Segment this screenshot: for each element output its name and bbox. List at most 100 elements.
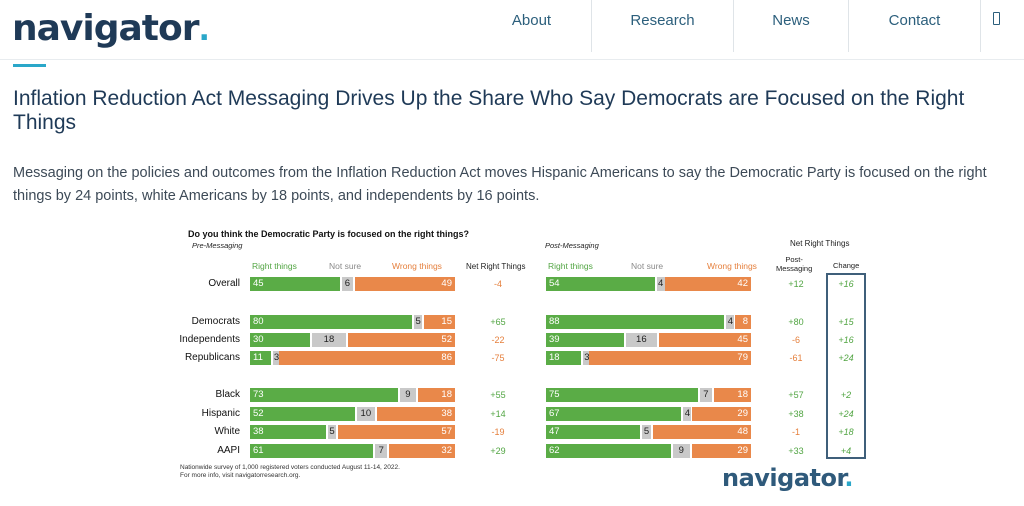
post-wrong-things-bar: 18 xyxy=(714,388,751,402)
pre-not-sure-bar: 5 xyxy=(327,425,337,439)
pre-bar-row: 61 7 32 xyxy=(250,444,455,458)
pre-net-value: +29 xyxy=(490,446,506,456)
change-value: +4 xyxy=(840,446,852,456)
post-bar-row: 47 5 48 xyxy=(546,425,751,439)
post-right-things-bar: 75 xyxy=(546,388,698,402)
post-not-sure-bar: 9 xyxy=(673,444,690,458)
post-right-things-bar: 47 xyxy=(546,425,641,439)
pre-net-value: -19 xyxy=(491,427,505,437)
pre-bar-row: 80 5 15 xyxy=(250,315,455,329)
change-col-header: Change xyxy=(833,261,860,270)
post-right-things-bar: 39 xyxy=(546,333,624,347)
post-not-sure-bar: 4 xyxy=(656,277,665,291)
row-label: Democrats xyxy=(191,316,240,327)
post-bar-row: 88 4 8 xyxy=(546,315,751,329)
pre-right-things-bar: 61 xyxy=(250,444,374,458)
post-net-value: +38 xyxy=(788,409,804,419)
pre-net-value: -4 xyxy=(493,279,502,289)
pre-bar-row: 11 3 86 xyxy=(250,351,455,365)
pre-col-wrong-things: Wrong things xyxy=(392,261,442,271)
menu-icon[interactable] xyxy=(981,0,1011,52)
post-messaging-label: Post-Messaging xyxy=(545,241,599,250)
post-not-sure-bar: 5 xyxy=(642,425,651,439)
pre-not-sure-bar: 9 xyxy=(399,388,417,402)
pre-net-value: +55 xyxy=(490,390,506,400)
pre-right-things-bar: 11 xyxy=(250,351,271,365)
post-wrong-things-bar: 29 xyxy=(691,444,751,458)
post-net-value: -1 xyxy=(791,427,800,437)
pre-right-things-bar: 45 xyxy=(250,277,341,291)
post-bar-row: 67 4 29 xyxy=(546,407,751,421)
change-value: +18 xyxy=(838,427,854,437)
row-label: White xyxy=(214,426,240,437)
pre-right-things-bar: 52 xyxy=(250,407,355,421)
pre-bar-row: 30 18 52 xyxy=(250,333,455,347)
post-col-net: Post- Messaging xyxy=(776,255,813,273)
change-value: +24 xyxy=(838,353,854,363)
pre-wrong-things-bar: 52 xyxy=(348,333,455,347)
pre-not-sure-bar: 6 xyxy=(342,277,353,291)
post-net-value: -6 xyxy=(791,335,800,345)
pre-col-right-things: Right things xyxy=(252,261,297,271)
post-net-value: +12 xyxy=(788,279,804,289)
nav-news[interactable]: News xyxy=(734,0,849,52)
post-col-not-sure: Not sure xyxy=(631,261,664,271)
pre-wrong-things-bar: 49 xyxy=(354,277,455,291)
post-wrong-things-bar: 48 xyxy=(652,425,751,439)
pre-right-things-bar: 73 xyxy=(250,388,398,402)
pre-bar-row: 52 10 38 xyxy=(250,407,455,421)
post-not-sure-bar: 7 xyxy=(699,388,713,402)
change-value: +2 xyxy=(840,390,852,400)
pre-net-value: +65 xyxy=(490,317,506,327)
chart-logo: navigator. xyxy=(722,464,854,492)
post-net-value: +33 xyxy=(788,446,804,456)
pre-wrong-things-bar: 38 xyxy=(377,407,455,421)
chart-footnote-survey: Nationwide survey of 1,000 registered vo… xyxy=(180,464,400,471)
post-bar-row: 39 16 45 xyxy=(546,333,751,347)
post-not-sure-bar: 16 xyxy=(625,333,657,347)
post-right-things-bar: 88 xyxy=(546,315,725,329)
change-value: +24 xyxy=(838,409,854,419)
pre-not-sure-bar: 3 xyxy=(272,351,281,365)
post-net-value: +57 xyxy=(788,390,804,400)
nav-about[interactable]: About xyxy=(472,0,592,52)
post-wrong-things-bar: 45 xyxy=(658,333,751,347)
net-right-things-group-header: Net Right Things xyxy=(790,239,850,248)
post-right-things-bar: 18 xyxy=(546,351,581,365)
pre-net-value: -75 xyxy=(491,353,505,363)
nav-research[interactable]: Research xyxy=(592,0,734,52)
change-value: +16 xyxy=(838,279,854,289)
pre-right-things-bar: 30 xyxy=(250,333,310,347)
post-wrong-things-bar: 29 xyxy=(691,407,751,421)
post-wrong-things-bar: 79 xyxy=(589,351,751,365)
post-not-sure-bar: 4 xyxy=(726,315,735,329)
post-wrong-things-bar: 42 xyxy=(664,277,751,291)
pre-bar-row: 45 6 49 xyxy=(250,277,455,291)
post-right-things-bar: 62 xyxy=(546,444,672,458)
post-right-things-bar: 54 xyxy=(546,277,655,291)
row-label: Independents xyxy=(179,334,240,345)
post-bar-row: 75 7 18 xyxy=(546,388,751,402)
row-label: Black xyxy=(215,389,240,400)
pre-right-things-bar: 38 xyxy=(250,425,326,439)
change-highlight-box xyxy=(826,273,866,459)
pre-right-things-bar: 80 xyxy=(250,315,412,329)
pre-col-net: Net Right Things xyxy=(466,262,526,271)
pre-not-sure-bar: 5 xyxy=(414,315,423,329)
post-bar-row: 62 9 29 xyxy=(546,444,751,458)
pre-net-value: +14 xyxy=(490,409,506,419)
pre-not-sure-bar: 10 xyxy=(356,407,376,421)
row-label: Republicans xyxy=(184,352,240,363)
post-not-sure-bar: 4 xyxy=(683,407,692,421)
site-logo[interactable]: navigator. xyxy=(12,8,210,49)
post-net-value: +80 xyxy=(788,317,804,327)
post-right-things-bar: 67 xyxy=(546,407,682,421)
pre-wrong-things-bar: 86 xyxy=(278,351,455,365)
post-bar-row: 18 3 79 xyxy=(546,351,751,365)
pre-col-not-sure: Not sure xyxy=(329,261,362,271)
chart-footnote-info: For more info, visit navigatorresearch.o… xyxy=(180,472,301,479)
article-lede: Messaging on the policies and outcomes f… xyxy=(13,165,987,204)
post-not-sure-bar: 3 xyxy=(582,351,591,365)
nav-contact[interactable]: Contact xyxy=(849,0,981,52)
pre-wrong-things-bar: 15 xyxy=(424,315,455,329)
